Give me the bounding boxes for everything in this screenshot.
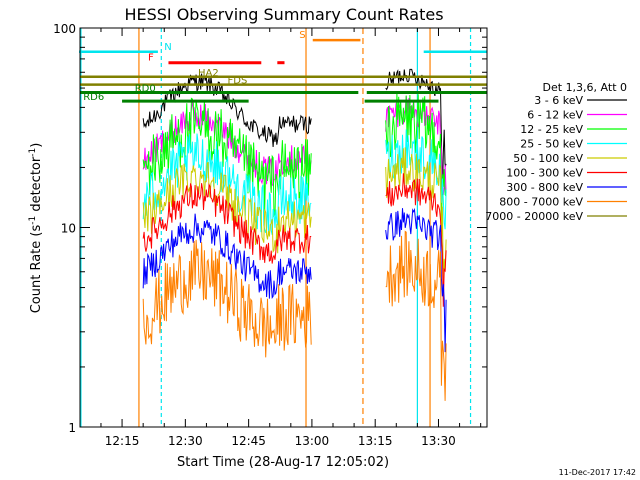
x-tick-label-0: 12:15 (105, 434, 140, 448)
x-tick-label-4: 13:15 (358, 434, 393, 448)
series-line-6-0 (142, 213, 312, 300)
series-line-1-1 (385, 95, 447, 196)
series-line-6-1 (385, 207, 447, 353)
footer-date: 11-Dec-2017 17:42 (559, 468, 636, 477)
annotation-label-f: F (148, 53, 154, 64)
annotation-label-n: N (164, 42, 171, 53)
series-100-300-keV (142, 173, 447, 307)
annotation-label-rd0: RD0 (135, 83, 156, 94)
series-line-2-0 (142, 97, 312, 218)
x-axis-label: Start Time (28-Aug-17 12:05:02) (177, 455, 389, 470)
y-tick-label-1: 10 (61, 222, 76, 236)
legend-label-0: 3 - 6 keV (534, 94, 583, 107)
y-axis-label-exp1: -1 (28, 216, 38, 225)
x-tick-label-1: 12:30 (168, 434, 203, 448)
annotation-label-ha2: HA2 (198, 68, 219, 79)
series-12-25-keV (142, 92, 447, 237)
axes: 12:15 12:30 12:45 13:00 13:15 13:30 1 10 100 (53, 22, 487, 448)
series-line-5-1 (385, 173, 447, 307)
x-tick-label-5: 13:30 (421, 434, 456, 448)
series-800-7000-keV (142, 230, 447, 401)
series-50-100-keV (142, 147, 447, 284)
y-axis-label-main: Count Rate (s (29, 225, 44, 314)
series-line-5-0 (142, 183, 312, 264)
y-axis-label-exp2: -1 (28, 148, 38, 157)
annotation-label-rd6: RD6 (83, 92, 104, 103)
annotation-label-s: S (299, 30, 305, 41)
legend-label-2: 12 - 25 keV (520, 123, 583, 136)
series-line-3-0 (142, 133, 312, 236)
annotation-label-fds: FDS (228, 75, 248, 86)
series-line-7-1 (385, 230, 447, 401)
x-tick-label-3: 13:00 (295, 434, 330, 448)
y-tick-label-0: 1 (68, 421, 76, 435)
legend-label-8: 7000 - 20000 keV (485, 210, 583, 223)
legend-header: Det 1,3,6, Att 0 (543, 81, 627, 94)
y-tick-label-2: 100 (53, 22, 76, 36)
series-300-800-keV (142, 207, 447, 353)
legend-label-7: 800 - 7000 keV (499, 196, 583, 209)
x-tick-label-2: 12:45 (231, 434, 266, 448)
y-axis-label-mid: detector (29, 156, 44, 216)
series-line-7-0 (142, 239, 312, 358)
plot-area: NF S HA2 FDS RD0 RD6 (79, 28, 487, 427)
series-line-0-0 (142, 73, 312, 148)
chart-title: HESSI Observing Summary Count Rates (124, 5, 443, 24)
series-line-2-1 (385, 92, 447, 237)
legend-label-6: 300 - 800 keV (506, 181, 583, 194)
legend-label-3: 25 - 50 keV (520, 138, 583, 151)
y-axis-label: Count Rate (s-1 detector-1) (28, 143, 44, 314)
legend-label-5: 100 - 300 keV (506, 167, 583, 180)
legend-label-4: 50 - 100 keV (513, 152, 583, 165)
series-line-4-0 (142, 161, 312, 254)
series-line-4-1 (385, 147, 447, 284)
legend-label-1: 6 - 12 keV (527, 109, 583, 122)
y-axis-label-end: ) (29, 143, 44, 148)
